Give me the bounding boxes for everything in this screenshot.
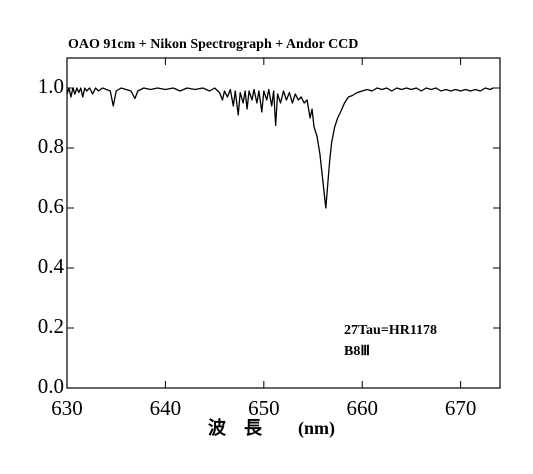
y-tick-label: 0.4: [38, 254, 65, 278]
chart-title: OAO 91cm + Nikon Spectrograph + Andor CC…: [68, 37, 358, 52]
y-tick-label: 0.6: [38, 194, 64, 218]
y-tick-label: 1.0: [38, 74, 64, 98]
x-tick-label: 650: [248, 396, 280, 420]
x-tick-label: 670: [445, 396, 477, 420]
y-tick-label: 0.0: [38, 374, 64, 398]
annotation: B8Ⅲ: [344, 344, 370, 359]
x-tick-label: 640: [150, 396, 182, 420]
annotation: 27Tau=HR1178: [344, 323, 437, 338]
x-tick-label: 630: [51, 396, 83, 420]
y-tick-label: 0.2: [38, 314, 64, 338]
spectrum-line: [66, 87, 494, 209]
plot-frame: [66, 57, 501, 389]
y-tick-label: 0.8: [38, 134, 64, 158]
x-tick-label: 660: [346, 396, 378, 420]
x-axis-label: 波 長 (nm): [208, 417, 335, 439]
